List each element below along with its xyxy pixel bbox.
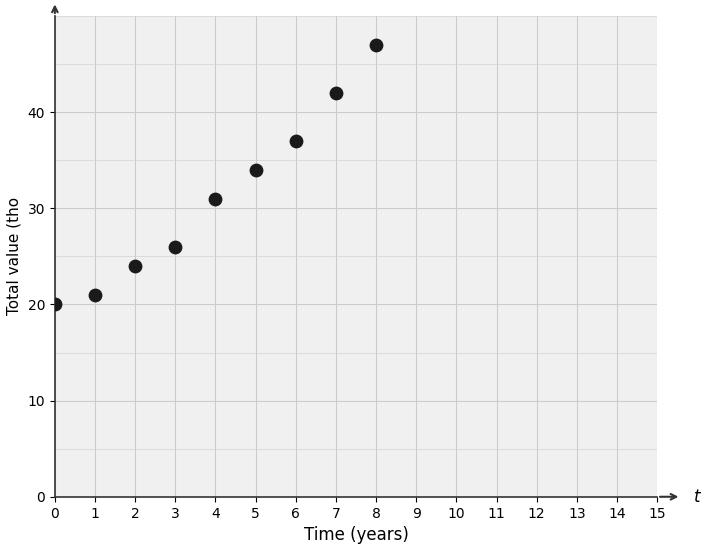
Point (90, 290, 101, 299)
Point (250, 165, 261, 174)
Point (210, 195, 221, 203)
Point (330, 89, 342, 98)
Point (290, 137, 301, 145)
X-axis label: Time (years): Time (years) (304, 526, 409, 544)
Point (49, 300, 61, 309)
Point (129, 262, 140, 271)
Y-axis label: Total value (tho: Total value (tho (7, 197, 22, 316)
Text: $t$: $t$ (693, 488, 702, 506)
Point (169, 242, 181, 251)
Point (371, 40, 382, 49)
